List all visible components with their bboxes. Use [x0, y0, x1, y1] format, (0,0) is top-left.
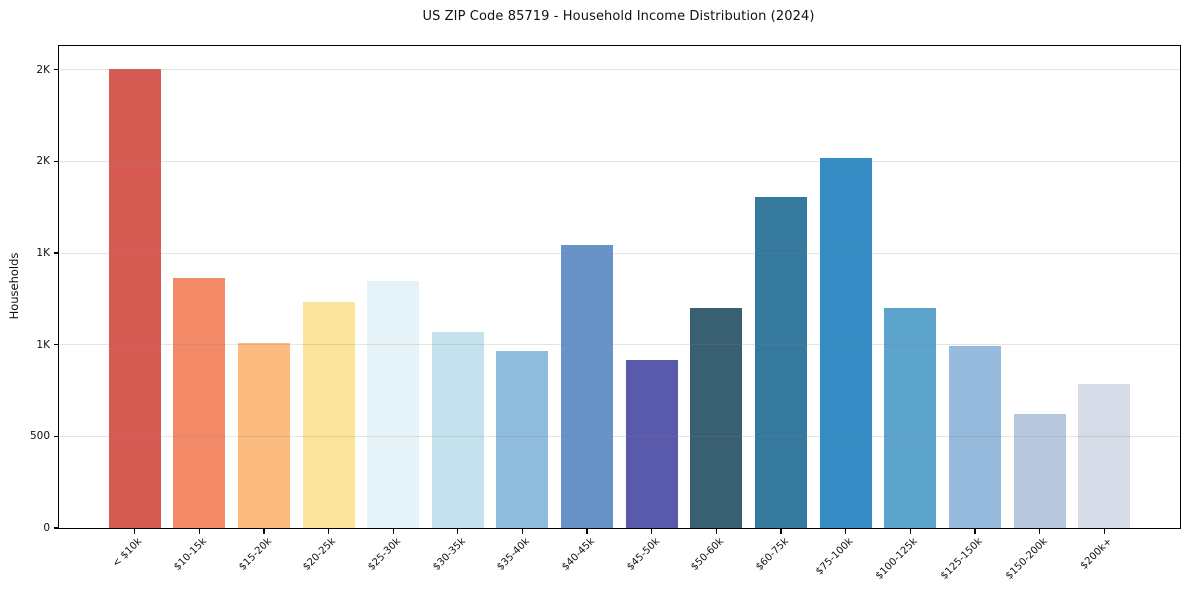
x-tick-mark — [521, 529, 524, 534]
x-tick-mark — [198, 529, 200, 534]
bar-200k — [1078, 383, 1131, 528]
x-tick-mark — [844, 529, 847, 534]
x-tick-label: $40-45k — [559, 536, 597, 573]
gridline — [59, 435, 1180, 437]
x-tick-mark — [974, 529, 976, 534]
x-tick-mark — [134, 529, 136, 534]
bar-60-75k — [755, 196, 807, 528]
x-tick-mark — [651, 529, 653, 534]
bar-35-40k — [496, 350, 549, 528]
bar-25-30k — [367, 280, 420, 528]
x-tick-label: $100-125k — [874, 536, 921, 582]
bar-30-35k — [431, 332, 484, 528]
chart-title: US ZIP Code 85719 - Household Income Dis… — [422, 9, 815, 24]
x-tick-label: $20-25k — [301, 536, 339, 573]
x-tick-label: $25-30k — [366, 536, 403, 573]
bar-20-25k — [302, 301, 355, 528]
y-tick-mark — [53, 252, 58, 254]
bar-100-125k — [884, 307, 937, 528]
bar-40-45k — [561, 244, 614, 528]
x-tick-label: $200k+ — [1078, 536, 1114, 572]
x-tick-mark — [586, 529, 588, 534]
x-tick-label: $75-100k — [813, 536, 856, 578]
y-tick-mark — [53, 160, 58, 163]
y-tick-mark — [53, 527, 58, 529]
x-tick-mark — [780, 529, 782, 534]
x-tick-label: $35-40k — [495, 536, 533, 573]
gridline — [59, 344, 1180, 346]
x-tick-label: < $10k — [110, 536, 145, 570]
y-tick-label: 2K — [36, 155, 50, 168]
y-tick-label: 0 — [43, 522, 50, 534]
x-tick-mark — [327, 529, 330, 534]
x-tick-mark — [909, 529, 911, 534]
x-tick-label: $150-200k — [1003, 536, 1050, 582]
x-tick-label: $10-15k — [172, 536, 210, 573]
bar-15-20k — [237, 342, 290, 528]
bar-75-100k — [819, 158, 872, 528]
x-tick-label: $125-150k — [938, 536, 985, 582]
x-tick-mark — [263, 529, 265, 534]
bar-125-150k — [948, 345, 1001, 528]
bar-50-60k — [690, 307, 743, 528]
y-tick-label: 2K — [36, 63, 50, 76]
bar-10k — [108, 68, 161, 528]
x-tick-mark — [1103, 529, 1105, 534]
y-tick-label: 1K — [36, 247, 50, 260]
x-tick-mark — [715, 529, 718, 534]
y-tick-mark — [53, 69, 58, 71]
y-tick-mark — [53, 435, 58, 437]
gridline — [59, 252, 1180, 254]
x-tick-label: $15-20k — [236, 536, 274, 573]
x-tick-label: $45-50k — [624, 536, 662, 573]
plot-area: 0 500 1K 1K 2K 2K < $10k $10-15k $15-20k $20-25k… — [30, 45, 1181, 582]
y-tick-label: 500 — [29, 430, 50, 443]
y-axis-label: Households — [7, 252, 21, 320]
y-tick-label: 1K — [36, 338, 50, 351]
bar-150-200k — [1013, 414, 1066, 528]
x-tick-label: $60-75k — [753, 536, 791, 573]
x-tick-mark — [1038, 529, 1041, 534]
bar-45-50k — [625, 360, 678, 528]
y-tick-mark — [53, 344, 58, 346]
x-tick-label: $30-35k — [430, 536, 468, 573]
gridline — [59, 160, 1180, 162]
x-tick-mark — [392, 529, 394, 534]
x-tick-label: $50-60k — [689, 536, 727, 573]
bar-10-15k — [173, 277, 226, 528]
x-tick-mark — [457, 529, 459, 534]
gridline — [59, 69, 1180, 71]
